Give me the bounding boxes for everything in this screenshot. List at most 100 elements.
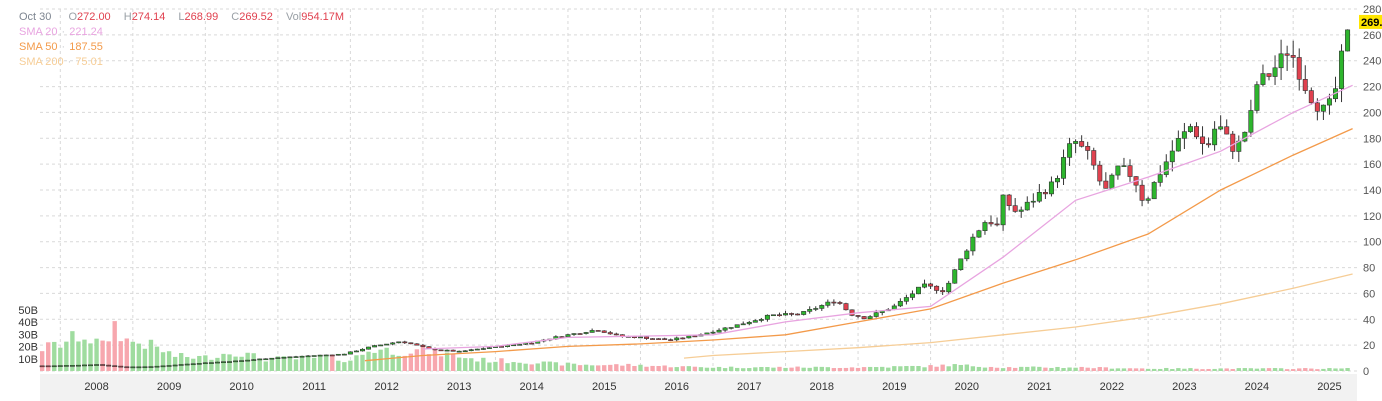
candle-body [269,357,275,360]
candle-body [1248,110,1254,133]
sma50-legend[interactable]: SMA 50 · 187.55 [19,41,103,53]
volume-bar [765,367,770,371]
volume-bar [728,366,734,371]
high-value: 274.14 [131,11,166,23]
candle-body [366,346,372,350]
candle-body [1218,126,1224,130]
candle-body [1061,157,1067,179]
candle-body [1018,209,1024,212]
candle-body [1175,138,1181,152]
candle-body [740,323,746,326]
volume-bar [1248,368,1254,371]
y-tick-label: 260 [1363,30,1381,42]
volume-bar [1321,368,1326,371]
volume-bar [644,366,649,371]
volume-bar [82,339,87,371]
y-tick-label: 200 [1363,107,1381,119]
candle-body [1103,180,1109,189]
volume-bar [130,341,136,371]
candle-body [1151,182,1157,200]
volume-bar [378,349,383,371]
candle-body [1308,90,1314,104]
candle-body [51,365,57,368]
volume-bar [154,346,160,371]
candle-body [1121,165,1127,167]
y-tick-label: 280 [1363,4,1381,16]
volume-bar [1012,367,1018,371]
volume-bar [1091,368,1096,371]
volume-bar [1327,368,1332,371]
volume-bar [52,341,57,371]
x-tick-label: 2015 [592,381,616,393]
candle-body [958,258,964,271]
candle-body [637,336,643,339]
volume-bar [801,367,806,371]
volume-bar [1151,368,1157,371]
candle-body [644,336,650,339]
candle-body [106,364,112,367]
volume-bar [1085,367,1090,371]
volume-bar [668,367,673,371]
volume-bar [366,351,371,371]
candle-body [994,223,1000,226]
x-tick-label: 2013 [447,381,471,393]
close-key: C [231,11,240,23]
volume-bar [330,354,335,371]
volume-bar [952,364,957,371]
candle-body [450,349,456,352]
last-price-label: 269. [1361,17,1382,29]
volume-tick-label: 50B [18,305,38,317]
candle-body [378,344,384,347]
sma20-legend[interactable]: SMA 20 · 221.24 [19,26,103,38]
volume-bar [1170,369,1175,371]
volume-bar [1043,367,1048,371]
candle-body [1230,133,1236,152]
sma200-value: 75.01 [75,56,103,68]
volume-bar [160,352,166,371]
candle-body [1073,141,1079,144]
x-tick-label: 2012 [374,381,398,393]
volume-bar [982,367,988,371]
volume-bar [1073,367,1078,371]
candle-body [1224,126,1230,135]
volume-bar [372,352,377,371]
volume-bar [1103,367,1109,371]
candle-body [1290,55,1296,58]
candle-body [69,365,75,367]
volume-bar [1109,368,1115,371]
candle-body [142,366,148,369]
volume-bar [741,368,746,371]
candle-body [783,313,789,316]
volume-bar [716,366,722,371]
volume-bar [1037,366,1042,371]
volume-bar [946,366,951,371]
volume-bar [166,351,172,371]
candle-body [154,365,160,368]
sma200-legend[interactable]: SMA 200 · 75.01 [19,56,103,68]
volume-bar [1297,368,1302,371]
volume-bar [1158,368,1163,371]
candle-body [831,301,837,304]
candle-body [414,343,420,346]
volume-bar [46,342,51,371]
volume-bar [1097,367,1102,371]
candle-body [946,282,952,293]
candle-body [571,333,577,335]
candle-body [529,342,535,345]
volume-bar [1133,368,1139,371]
y-tick-label: 240 [1363,56,1381,68]
candle-body [1109,174,1115,189]
candle-body [468,349,474,352]
volume-bar [795,366,800,371]
x-tick-label: 2025 [1317,381,1341,393]
volume-bar [1055,366,1060,371]
volume-bar [1145,368,1151,371]
volume-bar [100,340,105,371]
volume-bar [583,364,589,371]
candle-body [1254,84,1260,111]
y-tick-label: 80 [1363,263,1375,275]
volume-bar [142,348,148,371]
x-tick-label: 2014 [519,381,543,393]
